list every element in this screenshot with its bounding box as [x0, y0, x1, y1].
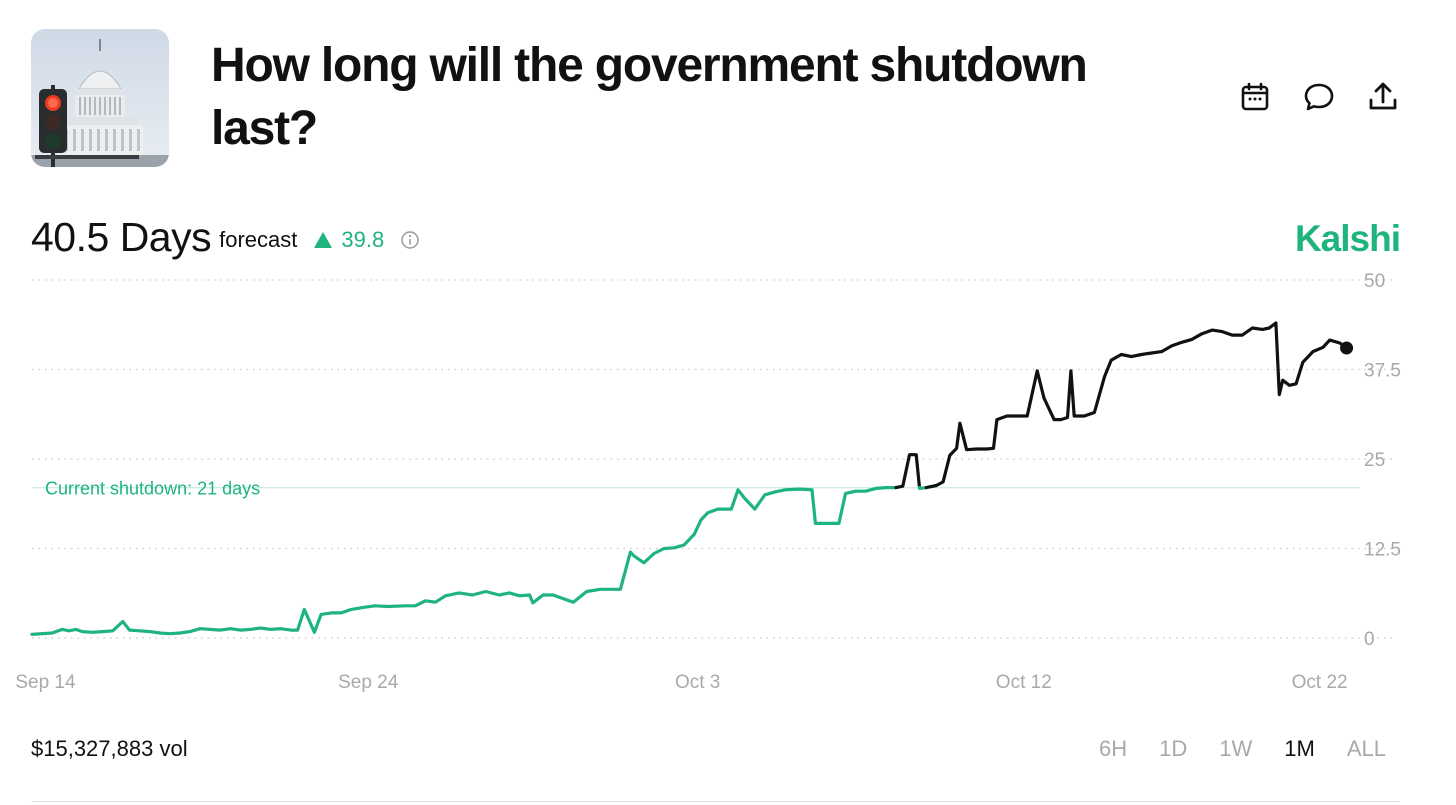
- capitol-traffic-light-image: [31, 29, 169, 167]
- forecast-chart[interactable]: 0 12.5 25 37.5 50 Sep 14 Sep 24 Oct 3 Oct 12 Oct…: [0, 262, 1456, 702]
- y-tick-label: 12.5: [1364, 540, 1401, 561]
- info-icon[interactable]: [400, 230, 420, 250]
- series-line-below-threshold: [30, 486, 898, 636]
- x-tick-label: Sep 24: [338, 672, 399, 693]
- series-line-below-threshold: [917, 486, 928, 490]
- x-tick-label: Oct 12: [996, 672, 1052, 693]
- divider: [31, 801, 1400, 802]
- range-1m[interactable]: 1M: [1284, 736, 1315, 761]
- share-icon[interactable]: [1366, 80, 1400, 114]
- market-thumbnail: [31, 29, 169, 167]
- series-line-above-threshold: [894, 453, 922, 490]
- series-line-above-threshold: [924, 321, 1349, 490]
- y-tick-label: 37.5: [1364, 361, 1401, 382]
- forecast-value: 40.5 Days: [31, 213, 212, 260]
- series-lines: [30, 321, 1349, 636]
- market-title: How long will the government shutdown la…: [211, 39, 1088, 155]
- y-tick-label: 25: [1364, 450, 1385, 471]
- y-tick-label: 0: [1364, 629, 1375, 650]
- range-6h[interactable]: 6H: [1099, 736, 1128, 761]
- header-actions: [1238, 80, 1400, 114]
- x-axis-ticks: Sep 14 Sep 24 Oct 3 Oct 12 Oct 22: [15, 672, 1347, 693]
- range-1w[interactable]: 1W: [1219, 736, 1253, 761]
- forecast-change: 39.8: [313, 227, 384, 253]
- comment-icon[interactable]: [1302, 80, 1336, 114]
- calendar-icon[interactable]: [1238, 80, 1272, 114]
- forecast-change-value: 39.8: [341, 227, 385, 252]
- range-1d[interactable]: 1D: [1159, 736, 1188, 761]
- x-tick-label: Sep 14: [15, 672, 76, 693]
- current-point-group: [1340, 341, 1354, 355]
- volume-text: $15,327,883 vol: [31, 736, 188, 761]
- triangle-up-icon: [314, 232, 333, 248]
- forecast-label: forecast: [219, 227, 298, 252]
- y-axis-ticks: 0 12.5 25 37.5 50: [1364, 271, 1401, 650]
- x-tick-label: Oct 3: [675, 672, 720, 693]
- time-range-selector: 6H 1D 1W 1M ALL: [1099, 736, 1386, 762]
- current-point: [1340, 341, 1354, 355]
- y-tick-label: 50: [1364, 271, 1385, 292]
- x-tick-label: Oct 22: [1292, 672, 1348, 693]
- chart-gridlines: [32, 279, 1396, 639]
- reference-line-label: Current shutdown: 21 days: [45, 479, 260, 499]
- range-all[interactable]: ALL: [1346, 736, 1386, 761]
- forecast-summary: 40.5 Days forecast 39.8: [31, 212, 420, 262]
- brand-logo: Kalshi: [1294, 218, 1401, 259]
- reference-line-group: Current shutdown: 21 days: [32, 479, 1360, 499]
